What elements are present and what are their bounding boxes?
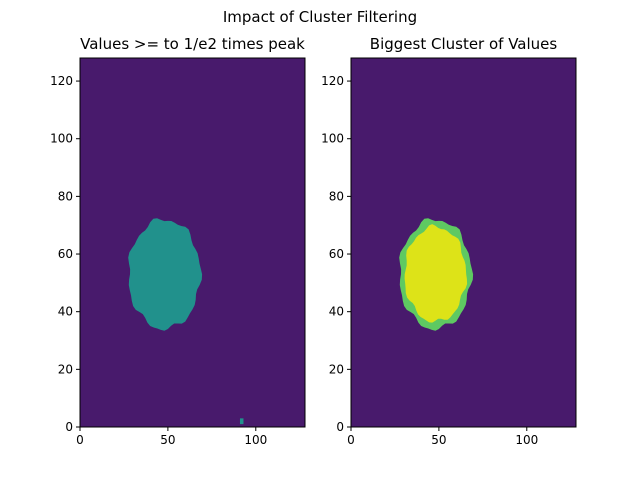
chart-panel-2: Biggest Cluster of Values 0 50 100 0 20 40 60 80… xyxy=(321,35,577,447)
y-tick-label: 100 xyxy=(321,132,344,146)
y-tick-label: 40 xyxy=(329,305,344,319)
y-tick-label: 80 xyxy=(58,189,73,203)
panel-title: Biggest Cluster of Values xyxy=(370,35,558,53)
heatmap-blob xyxy=(128,218,203,331)
plot-area xyxy=(80,58,305,427)
x-tick-label: 50 xyxy=(160,433,175,447)
axes-frame xyxy=(350,57,577,428)
plot-area xyxy=(351,58,576,427)
figure-title: Impact of Cluster Filtering xyxy=(223,8,417,26)
x-tick-label: 100 xyxy=(244,433,267,447)
heatmap-speck xyxy=(239,418,244,425)
x-tick-label: 100 xyxy=(515,433,538,447)
y-tick-label: 40 xyxy=(58,305,73,319)
y-tick-label: 80 xyxy=(329,189,344,203)
y-tick-label: 120 xyxy=(50,74,73,88)
y-tick-label: 20 xyxy=(58,362,73,376)
y-tick-label: 60 xyxy=(58,247,73,261)
panel-title: Values >= to 1/e2 times peak xyxy=(80,35,305,53)
y-tick-label: 100 xyxy=(50,132,73,146)
x-tick-label: 50 xyxy=(431,433,446,447)
y-tick-label: 0 xyxy=(65,420,73,434)
axes-frame xyxy=(79,57,306,428)
y-tick-label: 0 xyxy=(336,420,344,434)
y-tick-label: 20 xyxy=(329,362,344,376)
chart-panel-1: Values >= to 1/e2 times peak 0 50 100 0 20 40 6… xyxy=(50,35,306,447)
x-tick-label: 0 xyxy=(76,433,84,447)
y-tick-label: 120 xyxy=(321,74,344,88)
chart-panels: Values >= to 1/e2 times peak 0 50 100 0 20 40 6… xyxy=(50,35,577,447)
heatmap-cluster-core xyxy=(404,224,468,323)
x-tick-label: 0 xyxy=(347,433,355,447)
y-tick-label: 60 xyxy=(329,247,344,261)
